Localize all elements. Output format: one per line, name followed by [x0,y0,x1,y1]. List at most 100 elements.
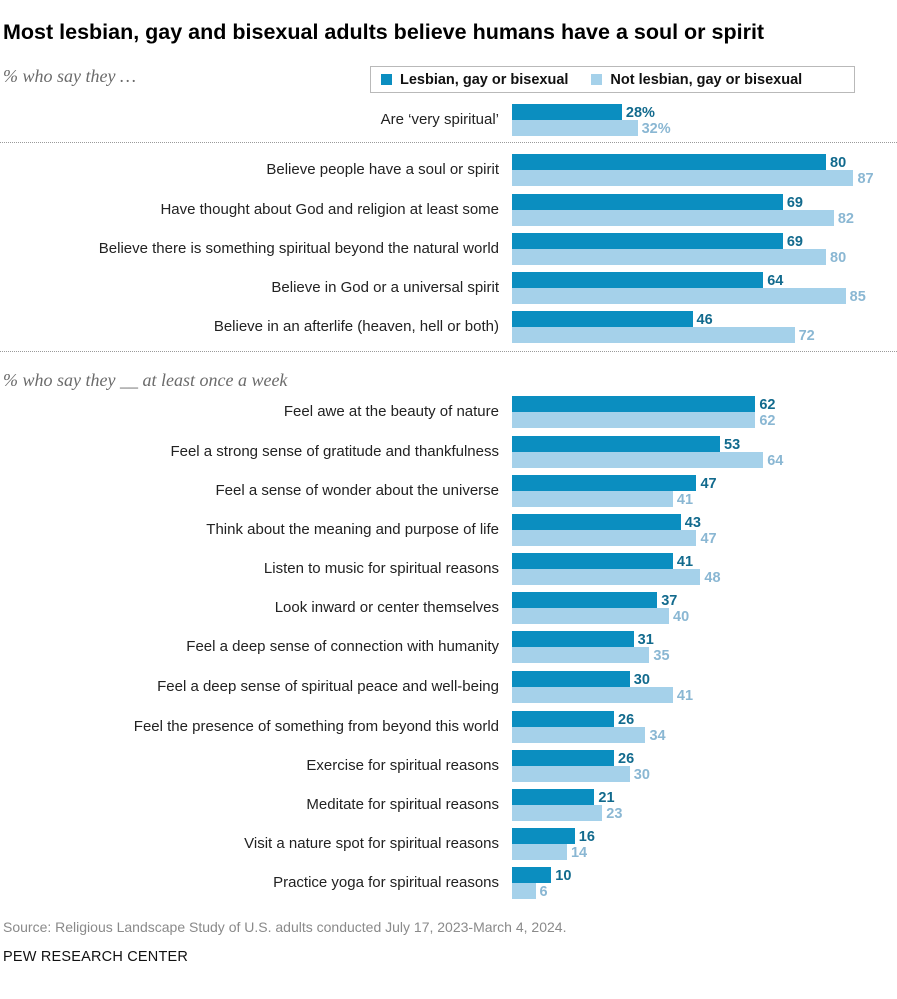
bar-lgb [512,553,673,569]
value-label-not-lgb: 82 [837,211,854,227]
value-label-lgb: 21 [598,790,615,806]
value-label-lgb: 26 [618,712,635,728]
bar-lgb [512,828,575,844]
value-label-not-lgb: 40 [673,609,690,625]
value-label-not-lgb: 30 [633,767,650,783]
value-label-lgb: 43 [684,515,701,531]
bar-lgb [512,272,764,288]
bar-not-lgb [512,412,756,428]
bar-not-lgb [512,120,638,136]
bar-not-lgb [512,327,795,343]
category-label: Meditate for spiritual reasons [306,796,499,813]
category-label: Visit a nature spot for spiritual reason… [244,835,499,852]
bar-lgb [512,631,634,647]
value-label-lgb: 28% [625,105,655,121]
section-subtitle-1: % who say they … [3,66,136,86]
value-label-not-lgb: 62 [759,413,776,429]
legend: Lesbian, gay or bisexual Not lesbian, ga… [370,66,855,93]
value-label-lgb: 80 [830,155,847,171]
value-label-lgb: 30 [633,672,650,688]
value-label-lgb: 53 [724,437,741,453]
category-label: Feel the presence of something from beyo… [133,718,499,735]
bar-not-lgb [512,608,669,624]
category-label: Believe in an afterlife (heaven, hell or… [213,318,499,335]
value-label-lgb: 62 [759,397,776,413]
bar-not-lgb [512,805,603,821]
legend-swatch-not-lgb [591,74,603,85]
chart-title: Most lesbian, gay and bisexual adults be… [3,20,765,44]
value-label-lgb: 10 [555,868,572,884]
category-label: Are ‘very spiritual’ [380,111,499,128]
value-label-not-lgb: 87 [857,171,874,187]
bar-lgb [512,592,658,608]
bar-not-lgb [512,569,701,585]
category-label: Have thought about God and religion at l… [160,201,499,218]
bar-lgb [512,311,693,327]
bar-not-lgb [512,491,673,507]
value-label-not-lgb: 47 [700,531,717,547]
credit: PEW RESEARCH CENTER [3,949,189,965]
value-label-lgb: 64 [767,273,784,289]
bar-lgb [512,396,756,412]
value-label-lgb: 41 [676,554,694,570]
bar-lgb [512,711,615,727]
legend-label-lgb: Lesbian, gay or bisexual [400,71,569,88]
bar-lgb [512,475,697,491]
section-divider [0,142,897,143]
value-label-not-lgb: 85 [849,289,866,305]
value-label-not-lgb: 72 [798,328,815,344]
category-label: Feel a strong sense of gratitude and tha… [170,443,499,460]
source-note: Source: Religious Landscape Study of U.S… [3,919,567,935]
bar-lgb [512,233,783,249]
bar-not-lgb [512,530,697,546]
bar-not-lgb [512,210,834,226]
value-label-not-lgb: 23 [606,806,623,822]
value-label-lgb: 26 [618,751,635,767]
category-label: Feel a sense of wonder about the univers… [215,482,499,499]
bar-lgb [512,514,681,530]
category-label: Feel awe at the beauty of nature [283,403,499,420]
value-label-not-lgb: 41 [676,688,694,704]
bar-not-lgb [512,452,764,468]
category-label: Listen to music for spiritual reasons [263,560,499,577]
value-label-not-lgb: 32% [641,121,671,137]
bar-not-lgb [512,288,846,304]
value-label-not-lgb: 48 [704,570,721,586]
bar-not-lgb [512,883,536,899]
value-label-not-lgb: 80 [830,250,847,266]
category-label: Believe in God or a universal spirit [271,279,499,296]
category-label: Believe there is something spiritual bey… [98,240,499,257]
category-label: Look inward or center themselves [274,599,499,616]
bar-lgb [512,789,595,805]
value-label-lgb: 37 [661,593,678,609]
value-label-not-lgb: 41 [676,492,694,508]
bar-lgb [512,194,783,210]
bar-not-lgb [512,844,567,860]
legend-swatch-lgb [381,74,392,85]
value-label-not-lgb: 14 [570,845,588,861]
bar-not-lgb [512,766,630,782]
bar-lgb [512,867,552,883]
bar-lgb [512,750,615,766]
bar-not-lgb [512,170,854,186]
category-label: Believe people have a soul or spirit [266,161,499,178]
bar-not-lgb [512,647,650,663]
value-label-lgb: 16 [578,829,595,845]
value-label-not-lgb: 35 [653,648,670,664]
category-label: Practice yoga for spiritual reasons [273,874,499,891]
category-label: Feel a deep sense of spiritual peace and… [157,678,499,695]
legend-item-lgb: Lesbian, gay or bisexual [381,72,568,88]
bar-not-lgb [512,249,826,265]
section-divider [0,351,897,352]
legend-label-not-lgb: Not lesbian, gay or bisexual [610,71,803,88]
value-label-lgb: 31 [637,632,654,648]
value-label-lgb: 46 [696,312,713,328]
value-label-not-lgb: 34 [649,728,666,744]
bar-not-lgb [512,727,646,743]
bar-lgb [512,154,826,170]
value-label-lgb: 69 [786,234,803,250]
value-label-lgb: 69 [786,195,803,211]
bar-lgb [512,436,721,452]
bar-not-lgb [512,687,673,703]
value-label-not-lgb: 6 [539,884,548,900]
